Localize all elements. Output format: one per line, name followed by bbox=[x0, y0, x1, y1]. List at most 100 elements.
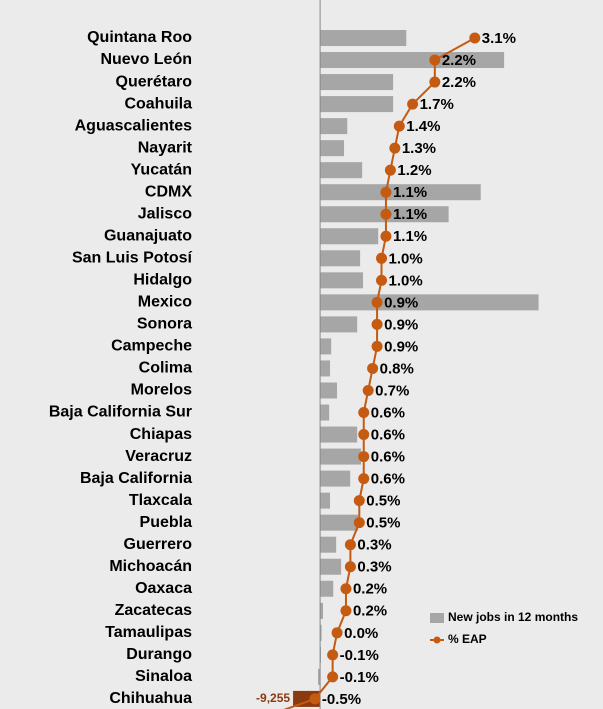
bar bbox=[318, 668, 321, 685]
y-tick-label: Sinaloa bbox=[135, 668, 192, 685]
point bbox=[358, 451, 370, 463]
point bbox=[358, 407, 370, 419]
point-label: 0.0% bbox=[344, 625, 378, 642]
y-tick-label: Mexico bbox=[138, 294, 192, 311]
point-label: 0.9% bbox=[384, 294, 418, 311]
point bbox=[309, 693, 321, 705]
point-label: 1.7% bbox=[420, 96, 454, 113]
bar bbox=[320, 580, 334, 597]
point-label: 1.3% bbox=[402, 140, 436, 157]
point bbox=[376, 274, 388, 286]
y-tick-label: Zacatecas bbox=[115, 602, 192, 619]
y-tick-label: Campeche bbox=[111, 338, 192, 355]
point-label: 1.0% bbox=[389, 272, 423, 289]
y-tick-label: Guanajuato bbox=[104, 227, 192, 244]
point bbox=[344, 539, 356, 551]
y-tick-label: Nuevo León bbox=[100, 51, 192, 68]
point bbox=[327, 649, 339, 661]
y-tick-label: Tlaxcala bbox=[129, 492, 192, 509]
point-label: 3.1% bbox=[482, 30, 516, 47]
legend-label: New jobs in 12 months bbox=[448, 610, 578, 624]
y-tick-label: Jalisco bbox=[138, 205, 192, 222]
point-label: 0.2% bbox=[353, 581, 387, 598]
bar bbox=[320, 316, 358, 333]
y-tick-label: Morelos bbox=[131, 382, 192, 399]
point-label: 0.8% bbox=[380, 360, 414, 377]
point-label: 1.2% bbox=[397, 162, 431, 179]
bar bbox=[320, 228, 379, 245]
point-label: -0.1% bbox=[340, 669, 379, 686]
point bbox=[353, 517, 365, 529]
y-tick-label: Colima bbox=[139, 360, 192, 377]
bar bbox=[320, 536, 337, 553]
y-tick-label: Quintana Roo bbox=[87, 29, 192, 46]
point-label: 1.0% bbox=[389, 250, 423, 267]
point bbox=[353, 495, 365, 507]
bar bbox=[320, 184, 481, 201]
bar bbox=[320, 250, 361, 267]
point-label: 0.3% bbox=[357, 537, 391, 554]
legend-swatch bbox=[430, 613, 444, 623]
point bbox=[429, 76, 441, 88]
legend-label: % EAP bbox=[448, 632, 487, 646]
point-label: 0.6% bbox=[371, 471, 405, 488]
y-tick-label: Sonora bbox=[137, 316, 192, 333]
y-tick-label: Michoacán bbox=[109, 558, 192, 575]
point-label: 1.4% bbox=[406, 118, 440, 135]
point bbox=[327, 671, 339, 683]
y-tick-label: CDMX bbox=[145, 183, 192, 200]
point-label: 2.2% bbox=[442, 52, 476, 69]
point bbox=[371, 296, 383, 308]
point bbox=[376, 252, 388, 264]
y-tick-label: Tamaulipas bbox=[105, 624, 192, 641]
point bbox=[429, 54, 441, 66]
point-label: 0.6% bbox=[371, 449, 405, 466]
point-label: 0.3% bbox=[357, 559, 391, 576]
point bbox=[362, 384, 374, 396]
y-tick-label: Nayarit bbox=[138, 139, 193, 156]
legend-swatch bbox=[433, 636, 441, 644]
bar bbox=[320, 96, 394, 113]
point-label: 0.9% bbox=[384, 316, 418, 333]
point bbox=[371, 318, 383, 330]
point bbox=[384, 164, 396, 176]
y-tick-label: Veracruz bbox=[125, 448, 192, 465]
point bbox=[371, 340, 383, 352]
y-tick-label: Querétaro bbox=[116, 73, 193, 90]
y-tick-label: Puebla bbox=[140, 514, 193, 531]
bar bbox=[320, 404, 330, 421]
point-label: 0.9% bbox=[384, 338, 418, 355]
bar bbox=[320, 624, 322, 641]
point bbox=[340, 605, 352, 617]
y-tick-label: Guerrero bbox=[124, 536, 193, 553]
point bbox=[358, 473, 370, 485]
point-label: 0.6% bbox=[371, 404, 405, 421]
y-tick-label: Hidalgo bbox=[133, 272, 192, 289]
y-tick-label: Oaxaca bbox=[135, 580, 192, 597]
bar bbox=[320, 426, 358, 443]
bar bbox=[320, 382, 338, 399]
point-label: 1.1% bbox=[393, 206, 427, 223]
y-tick-label: Chihuahua bbox=[109, 690, 192, 707]
y-tick-label: Yucatán bbox=[131, 161, 192, 178]
point bbox=[393, 120, 405, 132]
y-tick-label: San Luis Potosí bbox=[72, 250, 193, 267]
point-label: 0.5% bbox=[366, 515, 400, 532]
point-label: 1.1% bbox=[393, 184, 427, 201]
bar bbox=[320, 470, 351, 487]
point bbox=[389, 142, 401, 154]
point-label: 0.5% bbox=[366, 493, 400, 510]
point-label: 0.2% bbox=[353, 603, 387, 620]
point bbox=[407, 98, 419, 110]
bar bbox=[320, 30, 407, 46]
point bbox=[469, 32, 481, 44]
bar bbox=[320, 294, 539, 311]
point-label: -0.1% bbox=[340, 647, 379, 664]
legend: New jobs in 12 months % EAP bbox=[430, 610, 578, 646]
bar bbox=[320, 448, 361, 465]
bar bbox=[320, 272, 364, 289]
point-label: 1.1% bbox=[393, 228, 427, 245]
bar bbox=[320, 74, 394, 91]
point bbox=[380, 208, 392, 220]
